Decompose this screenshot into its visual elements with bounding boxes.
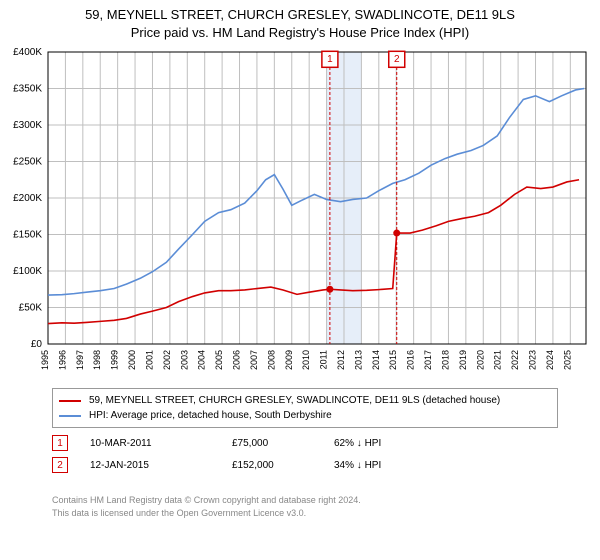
sale-marker-box-1: 1 [52, 435, 68, 451]
legend-row-price-paid: 59, MEYNELL STREET, CHURCH GRESLEY, SWAD… [59, 393, 551, 408]
svg-text:£50K: £50K [19, 303, 43, 314]
svg-text:2007: 2007 [249, 350, 259, 370]
svg-text:2019: 2019 [458, 350, 468, 370]
sale-price-1: £75,000 [232, 438, 312, 449]
svg-text:2023: 2023 [528, 350, 538, 370]
svg-text:2010: 2010 [301, 350, 311, 370]
svg-text:2011: 2011 [319, 350, 329, 369]
svg-text:2020: 2020 [475, 350, 485, 370]
svg-text:2017: 2017 [423, 350, 433, 370]
svg-text:2018: 2018 [440, 350, 450, 370]
legend-row-hpi: HPI: Average price, detached house, Sout… [59, 408, 551, 423]
svg-text:2004: 2004 [197, 350, 207, 370]
svg-text:1: 1 [327, 54, 333, 65]
svg-text:2021: 2021 [493, 350, 503, 370]
svg-text:2012: 2012 [336, 350, 346, 370]
svg-text:1999: 1999 [110, 350, 120, 370]
svg-text:2001: 2001 [144, 350, 154, 370]
svg-text:2008: 2008 [266, 350, 276, 370]
svg-text:2000: 2000 [127, 350, 137, 370]
svg-text:£0: £0 [31, 339, 43, 350]
chart-area: £0 £50K £100K £150K £200K £250K £300K £350K £400… [0, 44, 600, 384]
svg-text:£200K: £200K [13, 193, 42, 204]
svg-text:2: 2 [394, 54, 400, 65]
svg-text:£300K: £300K [13, 120, 42, 131]
svg-text:1995: 1995 [40, 350, 50, 370]
svg-text:2002: 2002 [162, 350, 172, 370]
sale-date-2: 12-JAN-2015 [90, 460, 210, 471]
legend-label-hpi: HPI: Average price, detached house, Sout… [89, 408, 332, 423]
svg-text:1998: 1998 [92, 350, 102, 370]
legend-box: 59, MEYNELL STREET, CHURCH GRESLEY, SWAD… [52, 388, 558, 428]
svg-text:2013: 2013 [353, 350, 363, 370]
svg-text:2022: 2022 [510, 350, 520, 370]
attribution-block: Contains HM Land Registry data © Crown c… [52, 494, 361, 519]
sale-delta-1: 62% ↓ HPI [334, 438, 434, 449]
attribution-line2: This data is licensed under the Open Gov… [52, 507, 361, 520]
svg-text:1996: 1996 [57, 350, 67, 370]
svg-text:2003: 2003 [179, 350, 189, 370]
line-chart-svg: £0 £50K £100K £150K £200K £250K £300K £350K £400… [0, 44, 600, 384]
sale-price-2: £152,000 [232, 460, 312, 471]
attribution-line1: Contains HM Land Registry data © Crown c… [52, 494, 361, 507]
svg-text:2014: 2014 [371, 350, 381, 370]
svg-text:£250K: £250K [13, 157, 42, 168]
svg-text:2006: 2006 [232, 350, 242, 370]
svg-text:2005: 2005 [214, 350, 224, 370]
title-block: 59, MEYNELL STREET, CHURCH GRESLEY, SWAD… [0, 0, 600, 42]
svg-text:£100K: £100K [13, 266, 42, 277]
svg-text:2024: 2024 [545, 350, 555, 370]
svg-text:1997: 1997 [75, 350, 85, 370]
legend-label-price-paid: 59, MEYNELL STREET, CHURCH GRESLEY, SWAD… [89, 393, 500, 408]
sales-table: 1 10-MAR-2011 £75,000 62% ↓ HPI 2 12-JAN… [52, 432, 434, 476]
svg-text:2015: 2015 [388, 350, 398, 370]
title-address: 59, MEYNELL STREET, CHURCH GRESLEY, SWAD… [0, 6, 600, 24]
legend-swatch-price-paid [59, 400, 81, 402]
svg-text:£400K: £400K [13, 47, 42, 58]
svg-text:2016: 2016 [406, 350, 416, 370]
svg-text:£350K: £350K [13, 84, 42, 95]
sale-delta-2: 34% ↓ HPI [334, 460, 434, 471]
svg-text:2025: 2025 [562, 350, 572, 370]
sale-marker-num-2: 2 [57, 460, 63, 471]
title-subtitle: Price paid vs. HM Land Registry's House … [0, 24, 600, 42]
sale-row-1: 1 10-MAR-2011 £75,000 62% ↓ HPI [52, 432, 434, 454]
figure-root: 59, MEYNELL STREET, CHURCH GRESLEY, SWAD… [0, 0, 600, 560]
sale-row-2: 2 12-JAN-2015 £152,000 34% ↓ HPI [52, 454, 434, 476]
svg-text:£150K: £150K [13, 230, 42, 241]
sale-marker-num-1: 1 [57, 438, 63, 449]
sale-date-1: 10-MAR-2011 [90, 438, 210, 449]
legend-swatch-hpi [59, 415, 81, 417]
svg-text:2009: 2009 [284, 350, 294, 370]
sale-marker-box-2: 2 [52, 457, 68, 473]
